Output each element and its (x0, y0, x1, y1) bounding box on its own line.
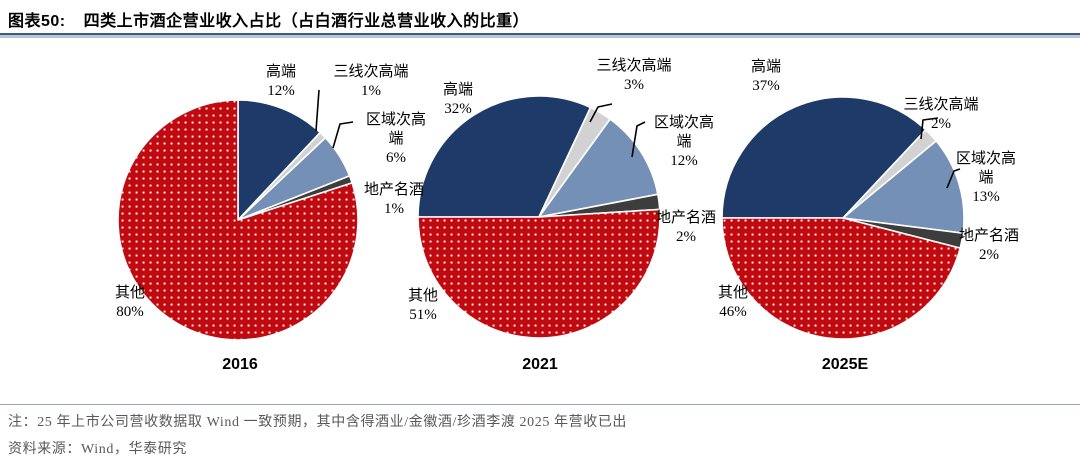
pie-slice-0 (237, 99, 321, 221)
p2025e-label-tier3-subhigh: 三线次高端 2% (903, 97, 979, 132)
p2016-year-label: 2016 (222, 356, 258, 373)
p2025e-label-regional-subhigh: 区域次高 端 13% (955, 151, 1017, 205)
p2021-label-others: 其他 51% (407, 288, 439, 323)
callout-2021-regional (631, 121, 646, 158)
p2016-label-regional-subhigh: 区域次高 端 6% (365, 112, 427, 166)
pie-slice-2 (842, 140, 965, 234)
pie-2021 (417, 95, 661, 339)
p2021-label-high-end: 高端 32% (442, 82, 474, 117)
callout-2016-tier3 (315, 89, 320, 132)
figure-label: 图表50: (8, 13, 66, 30)
p2016-label-tier3-subhigh: 三线次高端 1% (333, 64, 409, 99)
pie-slice-2 (538, 118, 659, 218)
figure-header: 图表50: 四类上市酒企营业收入占比（占白酒行业总营业收入的比重） (8, 7, 529, 31)
pie-slice-4 (721, 217, 961, 340)
callout-2025e-regional (946, 168, 961, 189)
callout-2021-tier3 (589, 103, 613, 123)
p2025e-label-high-end: 高端 37% (750, 59, 782, 94)
callout-lines (315, 89, 961, 189)
pie-2016 (117, 99, 359, 341)
pie-slice-0 (721, 96, 927, 219)
notes-divider (0, 404, 1080, 405)
p2021-label-local-famous: 地产名酒 2% (655, 210, 717, 245)
source-text: 资料来源：Wind，华泰研究 (8, 442, 187, 457)
p2016-label-others: 其他 80% (114, 285, 146, 320)
pie-slice-0 (417, 95, 592, 218)
p2025e-label-local-famous: 地产名酒 2% (958, 228, 1020, 263)
callout-2016-regional (332, 121, 354, 149)
p2021-label-tier3-subhigh: 三线次高端 3% (596, 58, 672, 93)
figure-title: 四类上市酒企营业收入占比（占白酒行业总营业收入的比重） (83, 13, 530, 30)
pie-2025e (721, 96, 965, 340)
p2025e-year-label: 2025E (821, 356, 869, 373)
pie-slice-4 (117, 99, 359, 341)
p2021-label-regional-subhigh: 区域次高 端 12% (653, 115, 715, 169)
title-divider (0, 33, 1080, 38)
pie-slice-4 (417, 208, 661, 339)
p2021-year-label: 2021 (522, 356, 558, 373)
callout-2025e-tier3 (920, 117, 939, 140)
p2025e-label-others: 其他 46% (717, 285, 749, 320)
note-text: 注：25 年上市公司营收数据取 Wind 一致预期，其中含得酒业/金徽酒/珍酒李… (8, 415, 628, 430)
p2016-label-local-famous: 地产名酒 1% (363, 182, 425, 217)
p2016-label-high-end: 高端 12% (265, 64, 297, 99)
